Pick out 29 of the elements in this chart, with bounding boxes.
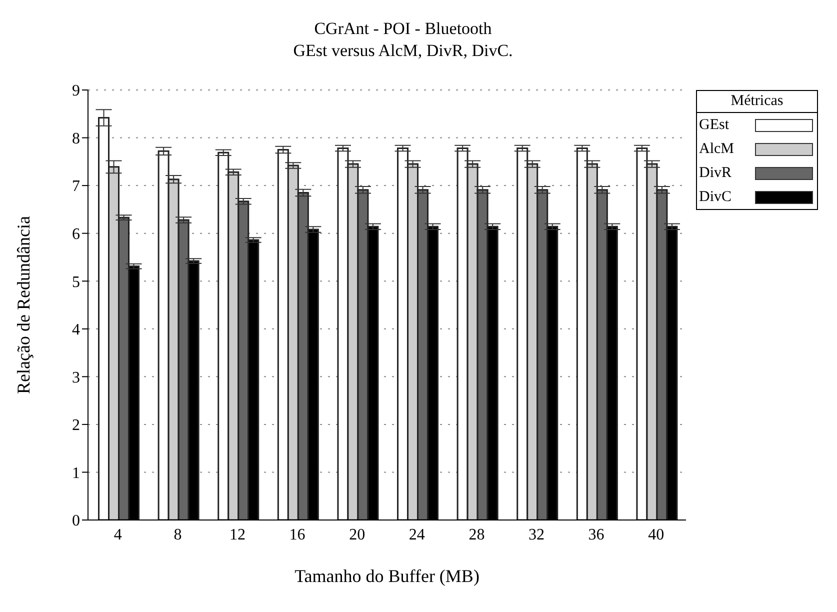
x-tick-label: 24	[408, 526, 425, 544]
x-tick-label: 12	[230, 526, 246, 544]
y-tick-label: 8	[72, 130, 80, 148]
x-tick-label: 16	[289, 526, 306, 544]
y-tick-label: 4	[72, 322, 80, 339]
x-tick-label: 28	[468, 526, 485, 544]
x-tick-label: 8	[174, 526, 182, 544]
x-tick-label: 36	[588, 526, 604, 544]
y-axis-title: Relação de Redundância	[13, 216, 34, 394]
y-tick-label: 5	[72, 274, 80, 291]
y-tick-label: 9	[72, 82, 80, 100]
legend-label: DivC	[699, 188, 732, 206]
y-tick-label: 7	[72, 178, 80, 196]
legend-title: Métricas	[697, 91, 817, 113]
y-tick-label: 3	[72, 369, 80, 386]
y-tick-label: 2	[72, 417, 80, 434]
x-tick-label: 40	[648, 526, 664, 544]
x-axis-title: Tamanho do Buffer (MB)	[294, 566, 480, 586]
x-tick-label: 4	[114, 526, 122, 544]
text: GEst	[699, 116, 729, 134]
chart-subtitle: GEst versus AlcM, DivR, DivC.	[292, 40, 514, 62]
legend-label: DivR	[699, 164, 732, 182]
x-tick-label: 20	[349, 526, 366, 544]
y-tick-label: 0	[72, 512, 80, 530]
x-tick-label: 32	[528, 526, 544, 544]
legend-label: AlcM	[699, 140, 734, 158]
y-tick-label: 6	[72, 226, 80, 244]
y-tick-label: 1	[72, 464, 80, 482]
chart-title: CGrAnt - POI - Bluetooth	[313, 18, 493, 40]
